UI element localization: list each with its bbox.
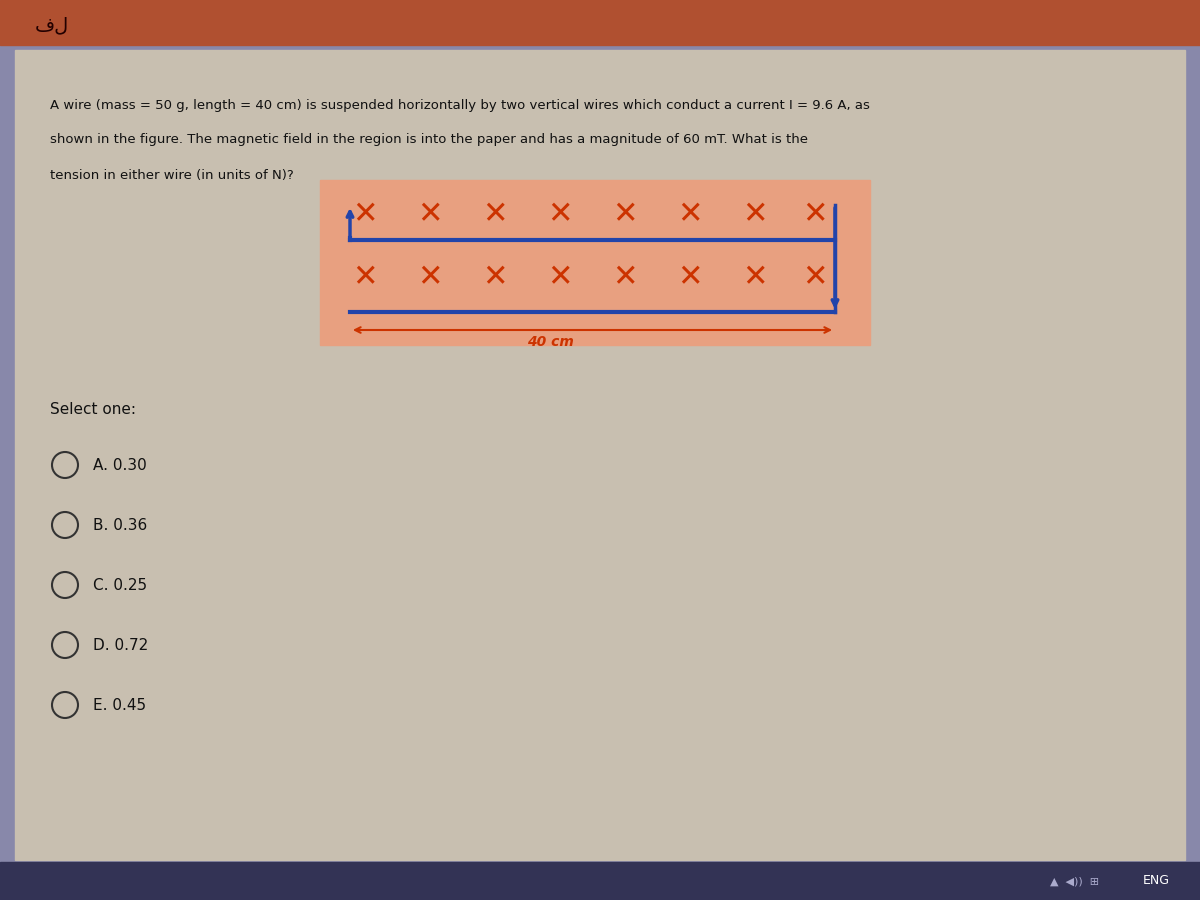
Text: ▲  ◀))  ⊞: ▲ ◀)) ⊞ [1050, 876, 1099, 886]
Text: ✕: ✕ [612, 201, 637, 230]
Text: ENG: ENG [1142, 875, 1170, 887]
Text: ✕: ✕ [547, 264, 572, 292]
Bar [320, 180, 870, 345]
Text: ✕: ✕ [743, 264, 768, 292]
Text: ✕: ✕ [353, 264, 378, 292]
Text: ✕: ✕ [418, 201, 443, 230]
Text: ✕: ✕ [803, 264, 828, 292]
Text: shown in the figure. The magnetic field in the region is into the paper and has : shown in the figure. The magnetic field … [50, 133, 808, 147]
Text: E. 0.45: E. 0.45 [94, 698, 146, 713]
Text: ✕: ✕ [547, 201, 572, 230]
Text: 40 cm: 40 cm [527, 335, 574, 349]
Bar [0, 862, 1200, 900]
Text: فل: فل [35, 15, 70, 34]
Text: C. 0.25: C. 0.25 [94, 578, 148, 592]
Text: B. 0.36: B. 0.36 [94, 518, 148, 533]
Text: A wire (mass = 50 g, length = 40 cm) is suspended horizontally by two vertical w: A wire (mass = 50 g, length = 40 cm) is … [50, 98, 870, 112]
Text: ✕: ✕ [612, 264, 637, 292]
Text: D. 0.72: D. 0.72 [94, 637, 149, 652]
Text: ✕: ✕ [353, 201, 378, 230]
Text: ✕: ✕ [677, 201, 703, 230]
Text: ✕: ✕ [482, 264, 508, 292]
Text: ✕: ✕ [803, 201, 828, 230]
Text: ✕: ✕ [482, 201, 508, 230]
Bar [0, 0, 1200, 45]
Text: ✕: ✕ [743, 201, 768, 230]
Text: ✕: ✕ [677, 264, 703, 292]
Text: tension in either wire (in units of N)?: tension in either wire (in units of N)? [50, 168, 294, 182]
Text: ✕: ✕ [418, 264, 443, 292]
Text: Select one:: Select one: [50, 402, 136, 418]
Text: A. 0.30: A. 0.30 [94, 457, 146, 472]
